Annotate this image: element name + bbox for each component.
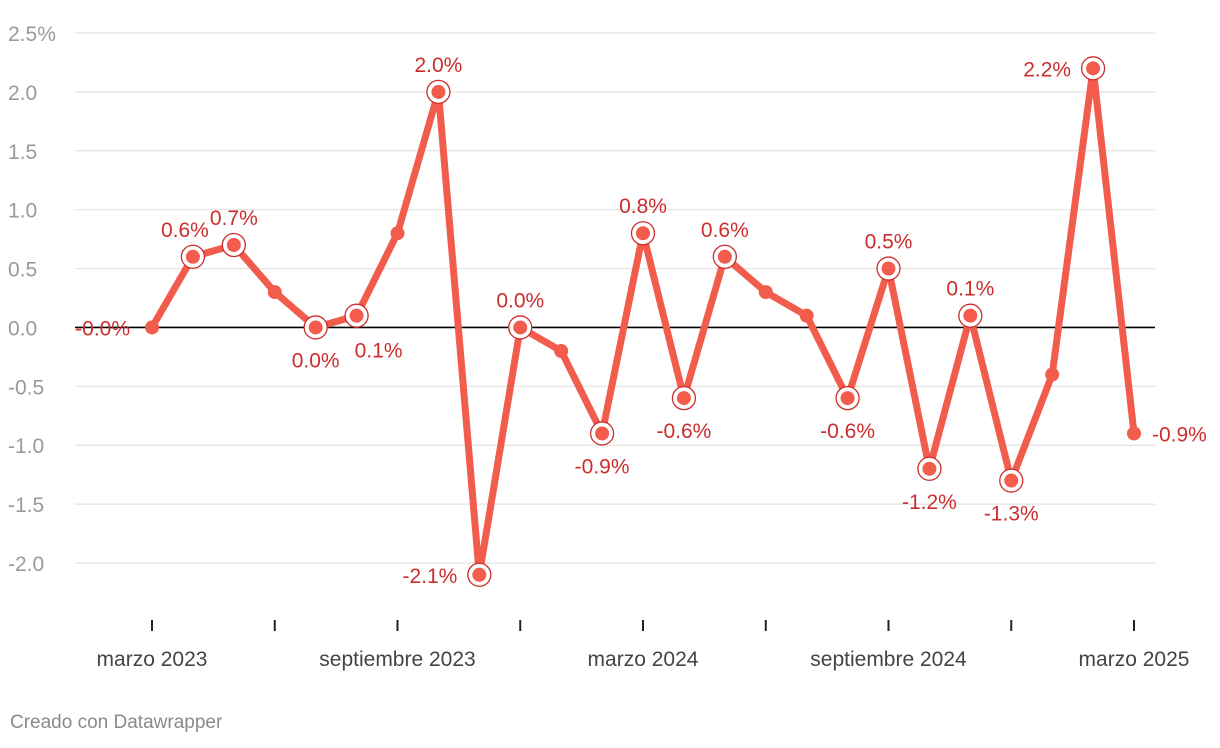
line-chart: 2.5% 2.0 1.5 1.0 0.5 0.0 -0.5 -1.0 -1.5 -2.0 marz… [8,23,1207,671]
series-line-path [148,64,1138,579]
data-point [595,426,610,441]
data-label: 0.1% [355,340,403,363]
data-label: 2.0% [414,54,462,77]
data-label: -0.0% [75,317,130,340]
data-point [513,320,528,335]
y-tick-label: -2.0 [8,553,44,576]
y-tick-label: 0.0 [8,317,37,340]
data-point [145,320,159,335]
data-label: -0.6% [820,420,875,443]
data-point [1004,473,1019,488]
x-tick-label: septiembre 2023 [319,648,475,671]
data-label: 0.5% [865,231,913,254]
data-label: 0.1% [946,278,994,301]
data-label: 0.6% [161,219,209,242]
data-point [1045,367,1060,382]
data-label: -0.9% [575,455,630,478]
y-axis: 2.5% 2.0 1.5 1.0 0.5 0.0 -0.5 -1.0 -1.5 -2.0 [8,23,56,576]
x-tick-label: septiembre 2024 [810,648,967,671]
series-markers [145,56,1141,587]
data-point [472,567,487,582]
data-point [881,261,896,276]
y-tick-label: 1.0 [8,200,37,223]
data-label: -1.3% [984,503,1039,526]
data-label: -1.2% [902,491,957,514]
y-tick-label: -1.5 [8,494,44,517]
data-point [636,226,650,241]
data-label: 0.0% [496,289,544,312]
data-point [799,308,814,323]
x-tick-label: marzo 2025 [1079,648,1190,671]
data-label: 0.6% [701,219,749,242]
data-label: -2.1% [402,565,457,588]
x-tick-label: marzo 2023 [97,648,208,671]
data-label: 0.0% [292,349,340,372]
data-point [1127,426,1141,441]
y-tick-label: 2.5% [8,23,56,46]
data-point [676,391,691,406]
data-point [963,308,978,323]
data-labels: -0.0%0.6%0.7%0.0% 0.1%2.0%-2.1%0.0%-0.9%0… [75,54,1207,588]
data-label: 0.7% [210,207,258,230]
y-tick-label: 1.5 [8,141,37,164]
data-point [349,308,364,323]
data-label: -0.6% [656,420,711,443]
data-point [922,461,937,476]
data-label: 0.8% [619,195,667,218]
gridlines [75,32,1155,564]
series-line [148,64,1138,579]
datawrapper-credit: Creado con Datawrapper [10,712,223,733]
data-point [308,320,323,335]
data-point [267,285,282,300]
data-point [717,249,732,264]
data-point [758,285,773,300]
x-axis: marzo 2023 septiembre 2023 marzo 2024 septi… [97,620,1190,671]
data-label: -0.9% [1152,423,1207,446]
data-point [226,238,241,252]
y-tick-label: 2.0 [8,82,37,105]
data-label: 2.2% [1023,58,1071,81]
data-point [840,391,855,406]
data-point [390,226,405,241]
data-point [185,249,200,264]
data-point [554,344,569,358]
y-tick-label: -1.0 [8,435,44,458]
data-point [1086,61,1101,76]
x-tick-label: marzo 2024 [588,648,699,671]
y-tick-label: 0.5 [8,259,37,282]
data-point [431,84,446,99]
y-tick-label: -0.5 [8,376,44,399]
